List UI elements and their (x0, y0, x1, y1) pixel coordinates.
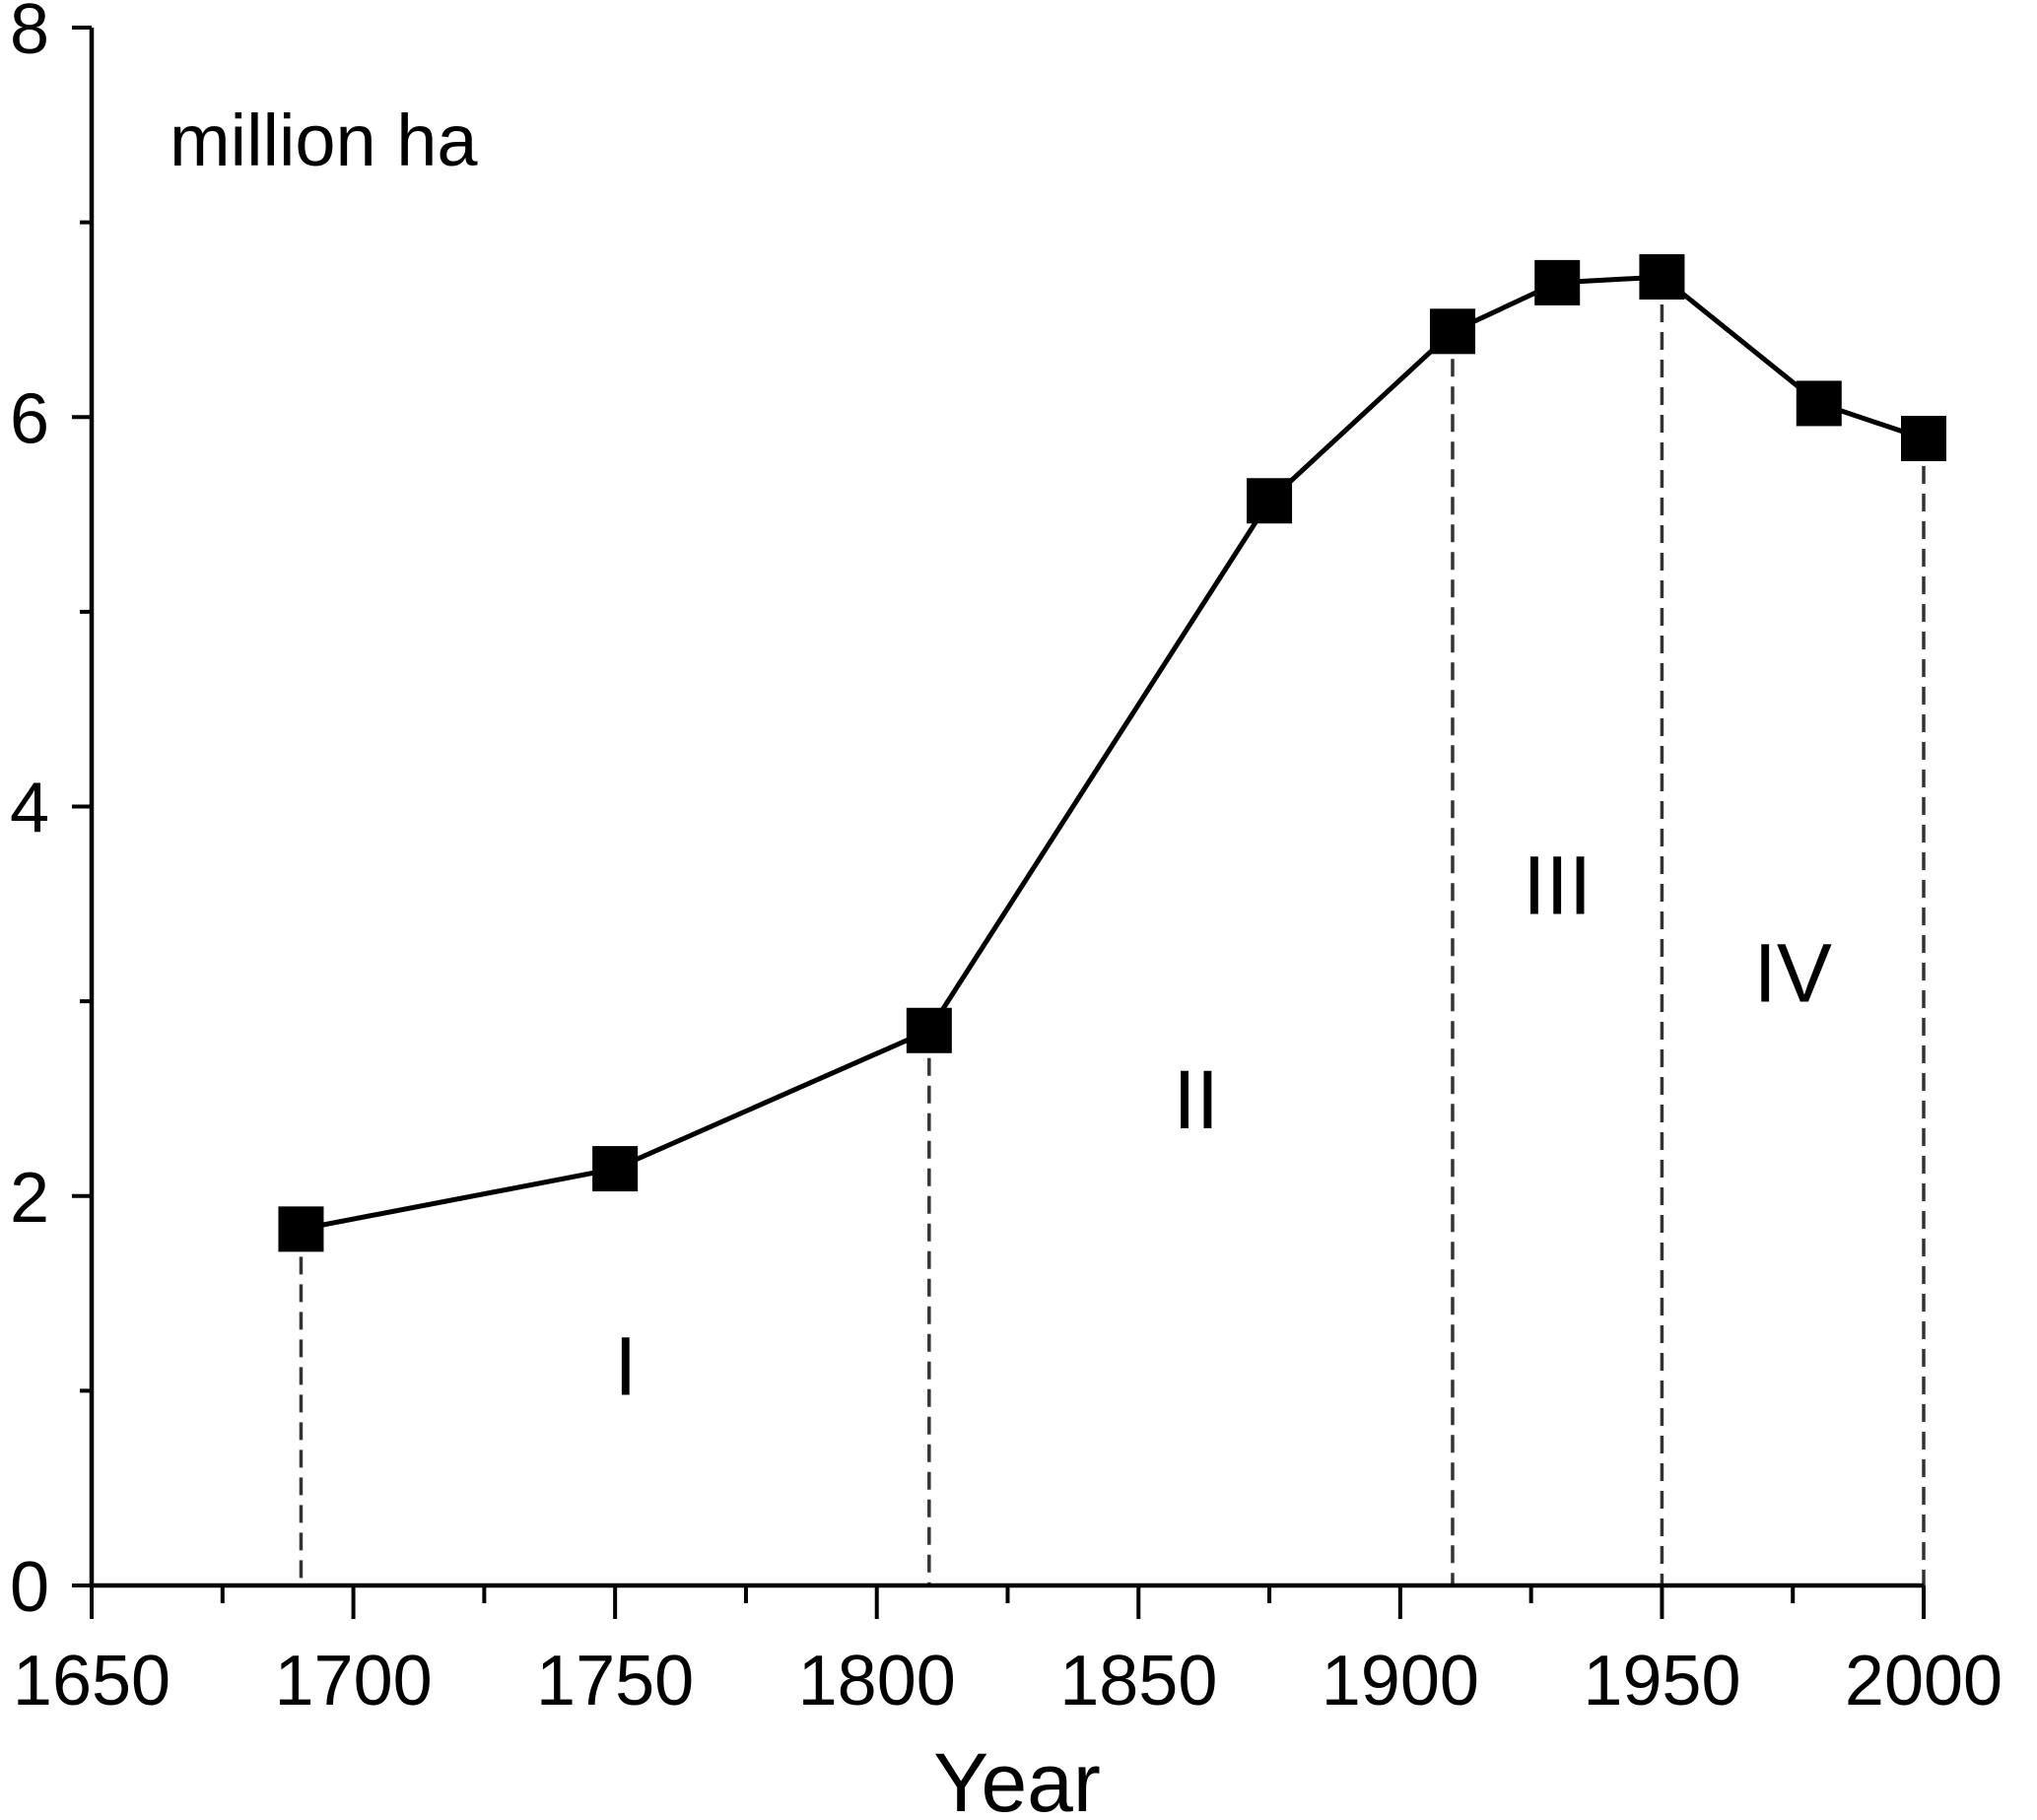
data-markers (278, 253, 1946, 1252)
phase-label: IV (1754, 926, 1832, 1019)
series-line (301, 274, 1925, 1232)
x-tick-label: 1850 (1059, 1642, 1217, 1720)
data-point (592, 1146, 639, 1192)
x-axis-title: Year (933, 1736, 1101, 1820)
data-point (1247, 478, 1293, 524)
x-tick-label: 1800 (798, 1642, 956, 1720)
tick-labels: 1650 1700 1750 1800 1850 1900 1950 2000 0 2 4 6 8 (10, 0, 2003, 1720)
x-tick-label: 1700 (274, 1642, 432, 1720)
x-tick-label: 1750 (536, 1642, 694, 1720)
phase-label: II (1173, 1053, 1219, 1146)
unit-label: million ha (170, 100, 478, 181)
ticks (72, 26, 1926, 1619)
phase-label: I (614, 1320, 637, 1413)
x-tick-label: 1900 (1322, 1642, 1479, 1720)
y-tick-label: 8 (10, 0, 49, 69)
y-tick-label: 4 (10, 770, 49, 848)
x-tick-label: 1650 (13, 1642, 170, 1720)
y-tick-label: 2 (10, 1159, 49, 1238)
y-tick-label: 0 (10, 1548, 49, 1627)
y-tick-label: 6 (10, 379, 49, 458)
data-point (1639, 253, 1685, 300)
x-tick-label: 1950 (1583, 1642, 1740, 1720)
phase-dividers (299, 276, 1926, 1585)
x-tick-label: 2000 (1845, 1642, 2003, 1720)
phase-label: III (1523, 840, 1592, 932)
data-point (278, 1206, 324, 1252)
data-point (1534, 259, 1581, 305)
data-point (906, 1007, 952, 1053)
data-point (1901, 415, 1946, 461)
data-point (1429, 308, 1475, 355)
data-point (1796, 380, 1842, 427)
